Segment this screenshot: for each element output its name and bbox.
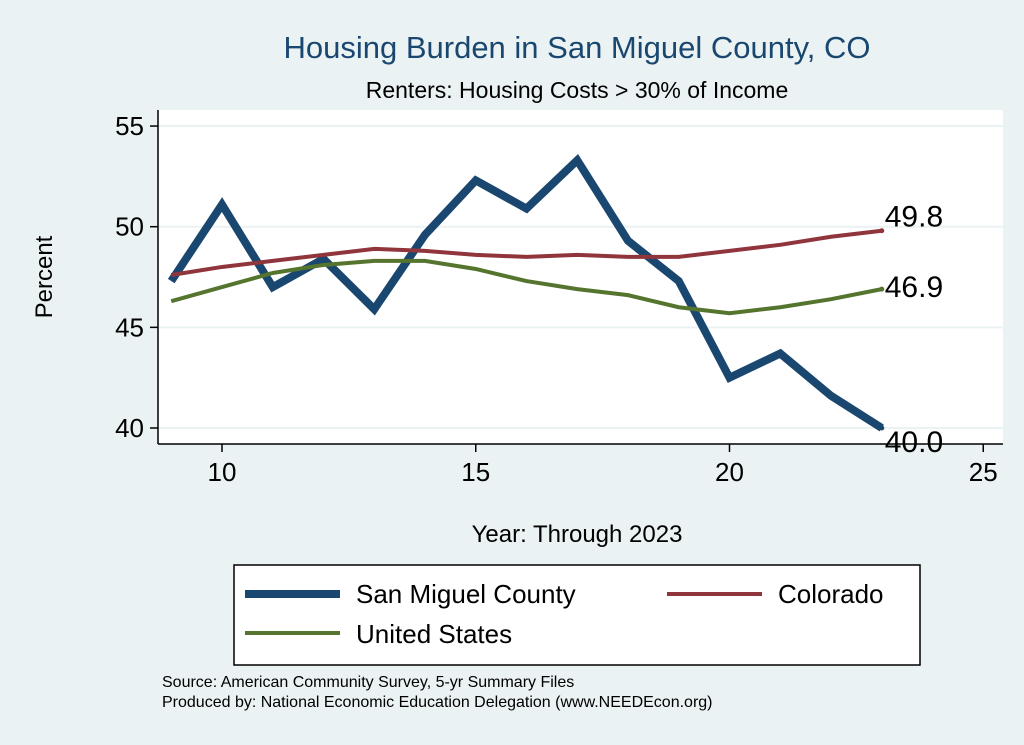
end-point-marker xyxy=(879,286,885,292)
end-value-label: 40.0 xyxy=(885,426,943,459)
end-point-marker xyxy=(879,425,885,431)
legend-label-san-miguel: San Miguel County xyxy=(356,579,576,609)
series-line-san-miguel-county xyxy=(167,154,884,432)
y-tick-label: 45 xyxy=(115,312,144,342)
source-note: Source: American Community Survey, 5-yr … xyxy=(162,674,574,691)
produced-note: Produced by: National Economic Education… xyxy=(162,694,713,711)
x-tick-label: 10 xyxy=(208,457,237,487)
legend-label-united-states: United States xyxy=(356,619,512,649)
legend-label-colorado: Colorado xyxy=(778,579,884,609)
x-tick-label: 25 xyxy=(969,457,998,487)
legend: San Miguel County Colorado United States xyxy=(233,564,921,666)
series-line-united-states xyxy=(170,258,883,316)
series-line-colorado xyxy=(170,228,882,277)
chart-title: Housing Burden in San Miguel County, CO xyxy=(283,30,870,65)
y-tick-label: 55 xyxy=(115,111,144,141)
end-point-marker xyxy=(879,228,885,234)
x-tick-label: 20 xyxy=(715,457,744,487)
y-tick-label: 40 xyxy=(115,413,144,443)
x-axis-label: Year: Through 2023 xyxy=(472,521,683,548)
y-tick-label: 50 xyxy=(115,212,144,242)
end-value-label: 46.9 xyxy=(885,271,943,304)
y-axis-label: Percent xyxy=(31,235,58,318)
x-tick-label: 15 xyxy=(461,457,490,487)
end-value-label: 49.8 xyxy=(885,201,943,234)
chart-subtitle: Renters: Housing Costs > 30% of Income xyxy=(366,77,789,103)
